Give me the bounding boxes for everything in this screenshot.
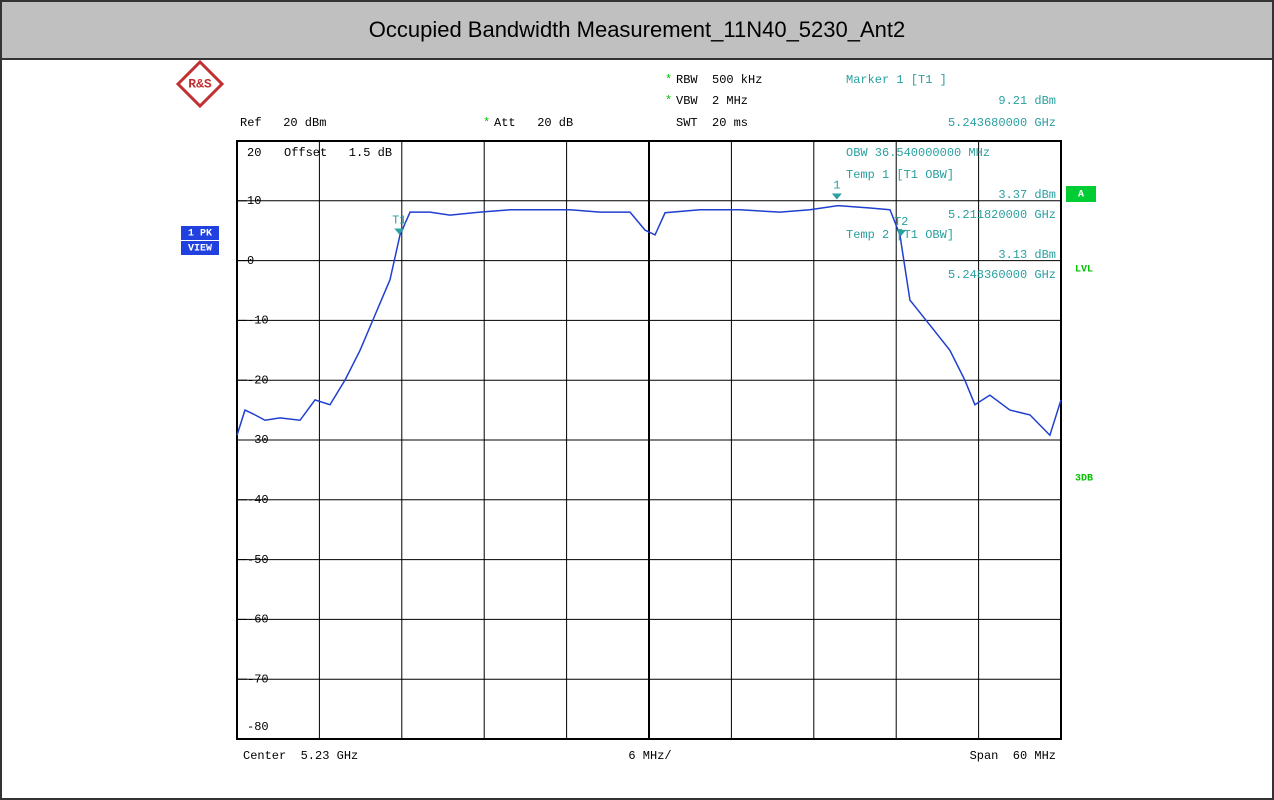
ref: Ref 20 dBm [240, 116, 326, 130]
title: Occupied Bandwidth Measurement_11N40_523… [369, 17, 906, 42]
marker-freq: 5.243680000 GHz [948, 116, 1056, 130]
y-tick-label: -30 [247, 433, 269, 447]
marker-label: T2 [894, 215, 908, 229]
per-div: 6 MHz/ [628, 749, 671, 763]
obw: OBW 36.540000000 MHz [846, 146, 990, 160]
star: * [483, 116, 490, 130]
vbw: VBW 2 MHz [676, 94, 748, 108]
offset: Offset 1.5 dB [284, 146, 392, 160]
y-tick-label: -80 [247, 720, 269, 734]
marker [831, 193, 842, 200]
y-tick-label: -70 [247, 672, 269, 686]
y-tick-label: -20 [247, 373, 269, 387]
star: * [665, 94, 672, 108]
status-a: A [1078, 190, 1084, 201]
y-tick-label: -60 [247, 613, 269, 627]
temp-freq: 5.248360000 GHz [948, 268, 1056, 282]
svg-text:R&S: R&S [188, 76, 212, 91]
temp-level: 3.37 dBm [998, 188, 1056, 202]
y-tick-label: 0 [247, 254, 254, 268]
swt: SWT 20 ms [676, 116, 748, 130]
marker [394, 228, 405, 235]
trace-view: VIEW [188, 244, 212, 255]
marker-title: Marker 1 [T1 ] [846, 73, 947, 87]
status-badge [1066, 186, 1096, 202]
header [0, 0, 1274, 60]
marker-label: T1 [392, 214, 406, 228]
y-tick-label: -10 [247, 314, 269, 328]
marker-level: 9.21 dBm [998, 94, 1056, 108]
temp-freq: 5.211820000 GHz [948, 208, 1056, 222]
status-3db: 3DB [1075, 474, 1093, 485]
y-tick-label: -50 [247, 553, 269, 567]
temp-title: Temp 1 [T1 OBW] [846, 168, 954, 182]
logo: R&S [175, 59, 225, 109]
marker [896, 229, 907, 236]
temp-title: Temp 2 [T1 OBW] [846, 228, 954, 242]
span: Span 60 MHz [970, 749, 1056, 763]
att: Att 20 dB [494, 116, 573, 130]
rbw: RBW 500 kHz [676, 73, 762, 87]
star: * [665, 73, 672, 87]
temp-level: 3.13 dBm [998, 248, 1056, 262]
plot-frame [236, 140, 1062, 740]
trace-badge [181, 226, 219, 240]
y-tick-label: -40 [247, 493, 269, 507]
trace-mode: 1 PK [188, 229, 212, 240]
marker-label: 1 [833, 179, 840, 193]
center: Center 5.23 GHz [243, 749, 358, 763]
status-lvl: LVL [1075, 265, 1093, 276]
trace [236, 204, 1062, 437]
y-tick-label: 20 [247, 146, 261, 160]
trace-badge [181, 241, 219, 255]
y-tick-label: 10 [247, 194, 261, 208]
